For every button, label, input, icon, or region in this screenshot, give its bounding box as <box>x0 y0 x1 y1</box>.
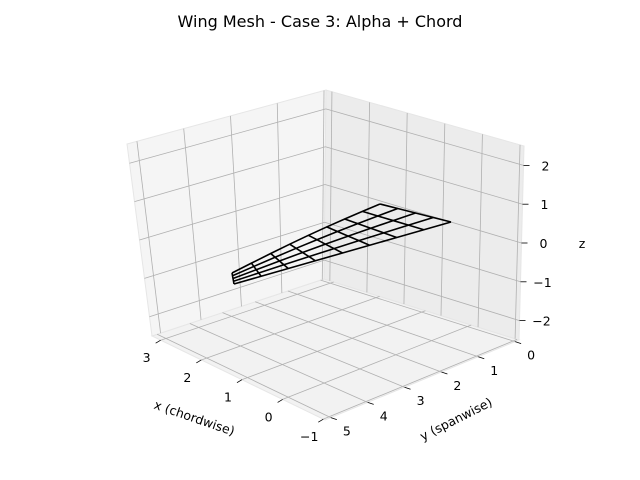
axes-ticks: 3 2 1 0 −1 0 1 2 3 4 5 2 1 0 −1 −2 <box>143 158 552 444</box>
x-tick-label: 1 <box>224 390 232 405</box>
wing-mesh <box>231 203 452 285</box>
y-tick-label: 0 <box>527 348 535 363</box>
y-grid-floor <box>255 301 442 373</box>
mesh-span-line <box>232 207 399 277</box>
mesh-span-line <box>233 216 434 283</box>
z-grid-left <box>129 108 326 164</box>
z-grid-right <box>324 259 520 321</box>
y-tick-label: 5 <box>343 424 351 439</box>
mesh-span-line <box>233 221 452 285</box>
y-tick <box>404 386 411 390</box>
x-tick <box>318 418 324 423</box>
axes-grid <box>129 90 524 420</box>
y-grid-floor <box>222 312 405 388</box>
y-grid-floor <box>320 279 516 342</box>
x-grid-floor <box>323 339 518 420</box>
y-tick <box>514 341 522 344</box>
y-grid-floor <box>287 290 479 358</box>
x-tick <box>196 359 202 364</box>
z-tick-label: −2 <box>532 314 550 329</box>
x-tick <box>277 399 283 403</box>
x-tick <box>236 379 243 384</box>
z-grid-left <box>134 146 326 202</box>
z-grid-right <box>325 108 524 166</box>
x-tick-label: 0 <box>265 409 273 424</box>
x-tick <box>155 339 161 344</box>
y-axis-label: y (spanwise) <box>417 394 494 443</box>
x-tick-label: −1 <box>300 429 318 444</box>
y-tick <box>441 371 448 375</box>
y-tick-label: 1 <box>490 363 498 378</box>
z-tick-label: −1 <box>533 275 551 290</box>
z-grid-left <box>139 184 326 241</box>
y-grid-floor <box>189 323 368 403</box>
z-tick-label: 1 <box>541 197 549 212</box>
z-tick-label: 2 <box>542 158 550 173</box>
x-grid-floor <box>241 310 426 381</box>
z-axis-label: z <box>579 236 586 251</box>
z-grid-left <box>144 221 325 279</box>
x-grid-floor <box>160 281 334 341</box>
y-tick <box>367 402 374 405</box>
y-tick <box>478 356 485 360</box>
y-grid-floor <box>156 333 331 418</box>
y-tick-label: 3 <box>417 393 425 408</box>
x-grid-floor <box>201 296 380 361</box>
chart-title: Wing Mesh - Case 3: Alpha + Chord <box>178 12 463 31</box>
x-grid-floor <box>282 324 472 400</box>
y-tick-label: 2 <box>453 378 461 393</box>
z-grid-left <box>149 259 325 318</box>
mesh-span-line <box>232 212 416 280</box>
z-grid-right <box>325 146 523 205</box>
z-tick-label: 0 <box>540 236 548 251</box>
mesh-span-line <box>231 203 381 274</box>
y-tick-label: 4 <box>380 408 388 423</box>
x-tick-label: 3 <box>143 350 151 365</box>
y-tick <box>330 417 337 420</box>
z-grid-right <box>324 184 522 244</box>
x-tick-label: 2 <box>183 370 191 385</box>
